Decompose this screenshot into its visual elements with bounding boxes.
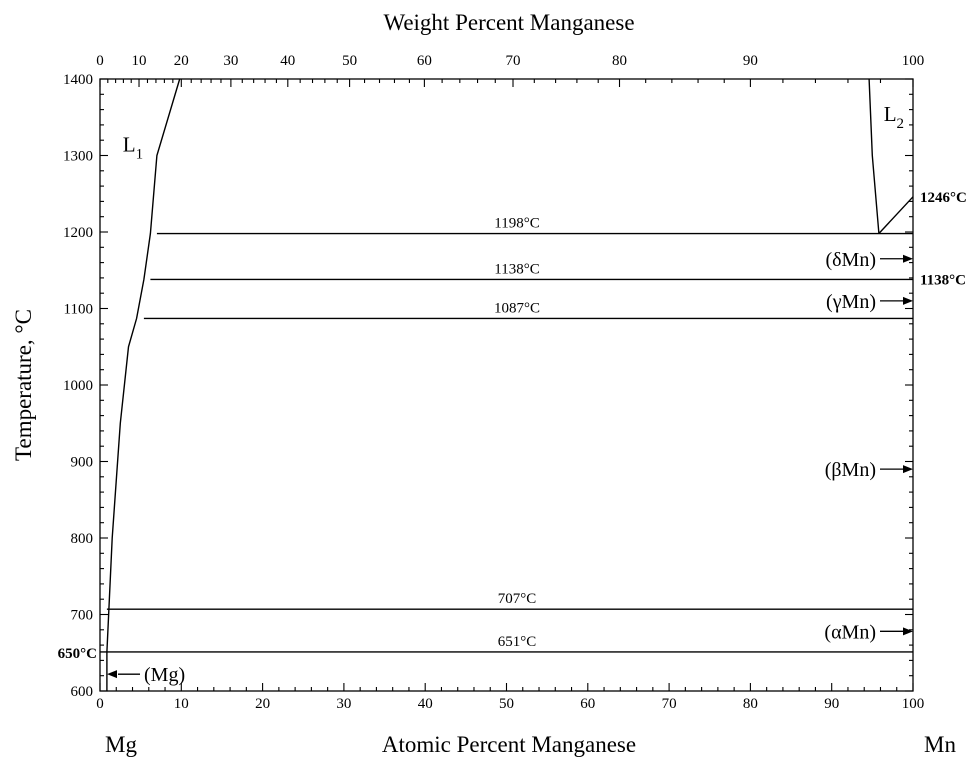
phase-arrow-head <box>903 627 913 636</box>
y-tick-label: 1200 <box>63 225 93 241</box>
x-tick-label: 80 <box>743 696 758 712</box>
top-tick-label: 0 <box>96 53 104 69</box>
x-tick-label: 70 <box>662 696 677 712</box>
top-tick-label: 90 <box>743 53 758 69</box>
annotations: 1198°C 1138°C 1087°C 707°C 651°C 1246°C 1138°C… <box>58 102 967 686</box>
region-label: L2 <box>884 102 904 132</box>
region-label-main: L <box>884 102 897 126</box>
top-tick-label: 50 <box>342 53 357 69</box>
y-tick-label: 600 <box>71 684 94 700</box>
x-axis-title: Atomic Percent Manganese <box>382 732 636 757</box>
x-tick-label: 90 <box>824 696 839 712</box>
region-label-subscript: 2 <box>897 116 905 132</box>
phase-arrow-head <box>903 296 913 305</box>
phase-label: (βMn) <box>825 459 876 481</box>
x-tick-label: 30 <box>336 696 351 712</box>
region-label-main: L <box>123 133 136 157</box>
y-tick-label: 800 <box>71 531 94 547</box>
x-tick-label: 10 <box>174 696 189 712</box>
region-label-subscript: 1 <box>136 147 144 163</box>
x-tick-label: 0 <box>96 696 104 712</box>
isotherm-label: 1138°C <box>494 261 539 277</box>
top-tick-label: 10 <box>132 53 147 69</box>
x-tick-label: 60 <box>580 696 595 712</box>
x-tick-label: 40 <box>418 696 433 712</box>
top-tick-label: 70 <box>506 53 521 69</box>
y-tick-label: 700 <box>71 608 94 624</box>
isotherm-label: 1198°C <box>494 216 539 232</box>
top-tick-label: 60 <box>417 53 432 69</box>
phase-arrow-head <box>903 465 913 474</box>
edge-temp-label: 650°C <box>58 646 97 662</box>
top-tick-label: 100 <box>902 53 925 69</box>
top-tick-label: 30 <box>223 53 238 69</box>
edge-temp-label: 1138°C <box>920 272 966 288</box>
y-tick-label: 1000 <box>63 378 93 394</box>
top-tick-label: 20 <box>174 53 189 69</box>
phase-arrow-head <box>107 670 117 679</box>
y-tick-label: 900 <box>71 455 94 471</box>
y-tick-label: 1100 <box>64 302 93 318</box>
region-label: L1 <box>123 133 143 163</box>
x-tick-label: 100 <box>902 696 925 712</box>
top-tick-label: 80 <box>612 53 627 69</box>
edge-temp-label: 1246°C <box>920 190 967 206</box>
x-tick-label: 20 <box>255 696 270 712</box>
phase-label: (δMn) <box>825 249 876 271</box>
phase-label: (Mg) <box>144 664 185 686</box>
top-axis-title: Weight Percent Manganese <box>383 10 634 35</box>
phase-label: (αMn) <box>824 621 876 643</box>
y-tick-label: 1400 <box>63 72 93 88</box>
phase-boundary-1 <box>106 78 181 653</box>
phase-arrow-head <box>903 254 913 263</box>
right-element-label: Mn <box>924 732 956 757</box>
phase-boundary-3 <box>878 196 914 234</box>
phase-boundary-2 <box>868 78 880 234</box>
phase-label: (γMn) <box>826 291 876 313</box>
isotherm-label: 707°C <box>498 591 537 607</box>
left-element-label: Mg <box>105 732 137 757</box>
y-tick-label: 1300 <box>63 149 93 165</box>
top-tick-label: 40 <box>280 53 295 69</box>
isotherm-label: 651°C <box>498 634 537 650</box>
isotherm-label: 1087°C <box>494 300 540 316</box>
x-tick-label: 50 <box>499 696 514 712</box>
axis-ticks: 0 10 20 30 40 50 60 70 80 90 1000 10 20 30 40 50 60 70 80 9… <box>63 53 924 712</box>
phase-boundaries <box>100 78 914 691</box>
y-axis-title: Temperature, °C <box>11 309 36 461</box>
